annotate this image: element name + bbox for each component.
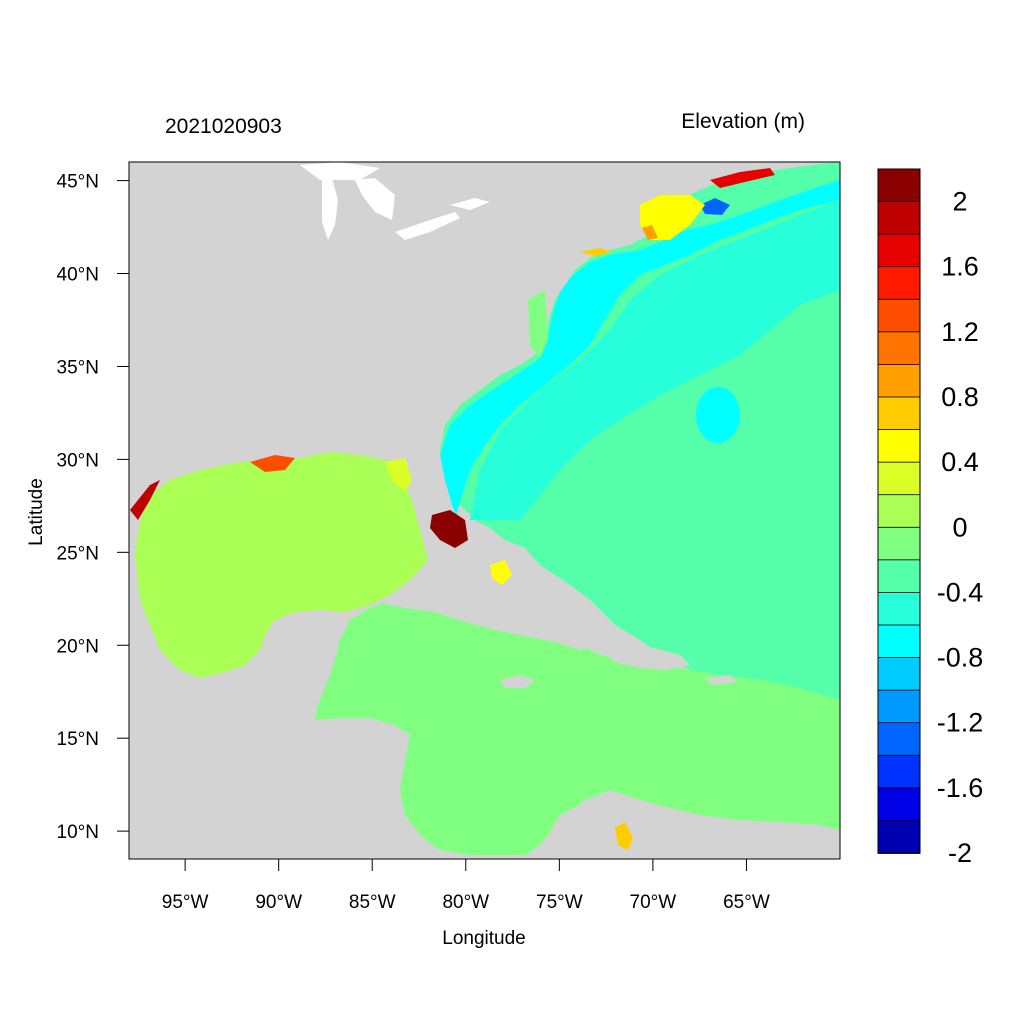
yucatan-peninsula — [262, 612, 340, 720]
colorbar-swatch — [877, 233, 921, 268]
y-tick-label: 40°N — [57, 265, 99, 286]
colorbar-label: -1.2 — [937, 708, 984, 738]
y-axis-title: Latitude — [26, 478, 47, 546]
louisiana-coast-surge — [250, 455, 295, 472]
offshore-negative-patch — [470, 200, 840, 520]
carolina-coast-green — [528, 290, 548, 358]
y-axis-ticks: 45°N 40°N 35°N 30°N 25°N 20°N 15°N 10°N — [57, 172, 129, 843]
venezuela-gulf-yellow — [615, 822, 633, 850]
lake-ontario — [450, 198, 490, 210]
hispaniola — [600, 645, 690, 670]
x-tick-label: 95°W — [162, 892, 209, 913]
colorbar-label: 0.8 — [941, 382, 979, 412]
bahamas-yellow — [490, 560, 512, 585]
colorbar-swatch — [877, 396, 921, 431]
lake-michigan — [322, 178, 338, 240]
colorbar-swatch — [877, 494, 921, 529]
offshore-cyan-eddy — [696, 387, 740, 443]
south-florida-surge — [430, 510, 468, 548]
lake-erie — [395, 212, 460, 240]
colorbar-label: -0.8 — [937, 643, 984, 673]
colorbar-swatch — [877, 820, 921, 854]
nova-scotia-low — [700, 198, 730, 215]
colorbar-swatch — [877, 364, 921, 398]
colorbar-label: 1.6 — [941, 252, 979, 282]
south-america-coast — [520, 790, 840, 859]
y-tick-label: 25°N — [57, 543, 99, 564]
colorbar-swatch — [877, 298, 921, 333]
colorbar-label: 1.2 — [941, 317, 979, 347]
colorbar-swatch — [877, 201, 921, 236]
y-tick-label: 45°N — [57, 172, 99, 193]
x-tick-label: 80°W — [442, 892, 489, 913]
colorbar-label: 0.4 — [941, 447, 979, 477]
gulf-of-mexico — [135, 452, 428, 678]
colorbar-label: 0 — [952, 512, 967, 542]
x-tick-label: 85°W — [349, 892, 396, 913]
plot-frame — [128, 161, 841, 860]
cuba — [380, 590, 600, 650]
caribbean-sea — [315, 600, 840, 859]
puerto-rico — [705, 675, 738, 685]
colorbar-swatch — [877, 722, 921, 757]
y-tick-label: 10°N — [57, 822, 99, 843]
y-tick-label: 20°N — [57, 636, 99, 657]
colorbar-label: -2 — [948, 838, 972, 868]
colorbar-swatch — [877, 461, 921, 496]
nova-scotia-coast-red — [710, 168, 775, 188]
map-plot-area — [129, 162, 840, 859]
x-tick-label: 70°W — [630, 892, 677, 913]
jamaica — [500, 675, 535, 688]
florida-gulf-coast-yellow — [385, 458, 412, 492]
gulf-of-maine-orange — [642, 225, 658, 240]
colorbar-swatch — [877, 526, 921, 561]
colorbar-label: -0.4 — [937, 577, 984, 607]
y-tick-label: 15°N — [57, 729, 99, 750]
gulf-of-maine-positive — [640, 195, 705, 240]
colorbar-swatch — [877, 657, 921, 692]
colorbar: 2 1.6 1.2 0.8 0.4 0 -0.4 -0.8 -1.2 -1.6 -2 — [877, 168, 984, 868]
colorbar-swatch — [877, 787, 921, 822]
long-island-sound-yellow — [580, 248, 612, 256]
y-tick-label: 35°N — [57, 357, 99, 378]
timestamp-label: 2021020903 — [165, 115, 282, 138]
texas-coast-surge — [130, 480, 160, 520]
colorbar-swatch — [877, 754, 921, 789]
colorbar-swatch — [877, 559, 921, 594]
lake-superior — [300, 162, 380, 180]
x-tick-label: 75°W — [536, 892, 583, 913]
colorbar-swatch — [877, 429, 921, 464]
colorbar-label: 2 — [952, 187, 967, 217]
colorbar-swatch — [877, 624, 921, 659]
x-axis-title: Longitude — [442, 928, 525, 949]
colorbar-frame — [877, 168, 921, 854]
y-tick-label: 30°N — [57, 450, 99, 471]
colorbar-label: -1.6 — [937, 773, 984, 803]
colorbar-swatch — [877, 592, 921, 626]
variable-title: Elevation (m) — [681, 110, 805, 133]
x-axis-ticks: 95°W 90°W 85°W 80°W 75°W 70°W 65°W — [162, 859, 770, 913]
colorbar-swatch — [877, 168, 921, 203]
lake-huron — [355, 178, 395, 220]
colorbar-swatch — [877, 266, 921, 301]
colorbar-swatch — [877, 689, 921, 724]
x-tick-label: 90°W — [255, 892, 302, 913]
colorbar-swatch — [877, 331, 921, 366]
x-tick-label: 65°W — [723, 892, 770, 913]
